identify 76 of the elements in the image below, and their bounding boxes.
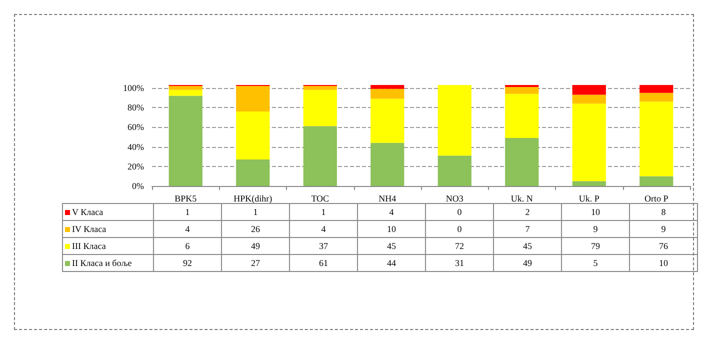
y-tick-label: 20% (128, 161, 144, 172)
bar (572, 104, 606, 182)
bar (168, 90, 202, 96)
x-tick-label: NH4 (378, 194, 397, 204)
y-tick-label: 80% (128, 102, 144, 113)
data-label: 1 (222, 204, 290, 220)
bar (303, 126, 337, 186)
x-tick-label: BPK5 (174, 194, 198, 204)
data-label: 7 (494, 220, 562, 238)
data-label: 9 (630, 220, 698, 238)
data-label: 0 (426, 220, 494, 238)
bar (236, 160, 270, 186)
data-label: 1 (154, 204, 222, 220)
y-tick-label: 60% (128, 122, 144, 132)
x-tick-label: HPK(dihr) (234, 194, 272, 204)
bar (370, 142, 404, 186)
bar (370, 85, 404, 89)
data-label: 45 (494, 238, 562, 254)
bar (236, 111, 270, 160)
data-label: 92 (154, 254, 222, 272)
data-label: 37 (290, 238, 358, 254)
data-label: 49 (222, 238, 290, 254)
data-label: 8 (630, 204, 698, 220)
legend-label: V Класа (62, 204, 154, 220)
bar (640, 102, 674, 176)
bar (438, 156, 472, 186)
y-tick-label: 40% (128, 142, 144, 152)
bar (370, 98, 404, 143)
data-label: 79 (562, 238, 630, 254)
legend-label: III Класа (62, 238, 154, 254)
y-tick-label: 100% (123, 82, 144, 93)
x-tick-label: Uk. P (578, 194, 600, 204)
x-tick-label: Uk. N (510, 194, 534, 204)
y-tick-label: 0% (132, 181, 144, 191)
data-label: 76 (630, 238, 698, 254)
data-label: 49 (494, 254, 562, 272)
bar (572, 181, 606, 186)
data-label: 6 (154, 238, 222, 254)
data-label: 26 (222, 220, 290, 238)
bar (505, 138, 539, 186)
bar (640, 85, 674, 93)
bar (438, 85, 472, 156)
bar (168, 86, 202, 90)
data-label: 72 (426, 238, 494, 254)
x-tick-label: TOC (311, 194, 330, 204)
data-label: 4 (290, 220, 358, 238)
data-label: 5 (562, 254, 630, 272)
data-label: 10 (630, 254, 698, 272)
data-label: 10 (562, 204, 630, 220)
data-label: 10 (358, 220, 426, 238)
bar (303, 86, 337, 90)
x-tick-label: Orto P (644, 194, 668, 204)
bar (303, 90, 337, 126)
data-label: 45 (358, 238, 426, 254)
data-label: 27 (222, 254, 290, 272)
bar (370, 88, 404, 99)
legend-label: IV Класа (62, 220, 154, 238)
data-label: 1 (290, 204, 358, 220)
data-label: 4 (154, 220, 222, 238)
bar (572, 85, 606, 95)
data-label: 31 (426, 254, 494, 272)
data-label: 2 (494, 204, 562, 220)
x-tick-label: NO3 (446, 194, 464, 204)
bar (236, 86, 270, 112)
data-label: 4 (358, 204, 426, 220)
bar (168, 96, 202, 186)
legend-label: II Класа и боље (62, 254, 154, 272)
bar (505, 86, 539, 94)
bar (640, 92, 674, 102)
bar (640, 176, 674, 186)
bar (572, 94, 606, 104)
data-label: 0 (426, 204, 494, 220)
data-label: 44 (358, 254, 426, 272)
data-label: 61 (290, 254, 358, 272)
data-label: 9 (562, 220, 630, 238)
bar (505, 94, 539, 138)
